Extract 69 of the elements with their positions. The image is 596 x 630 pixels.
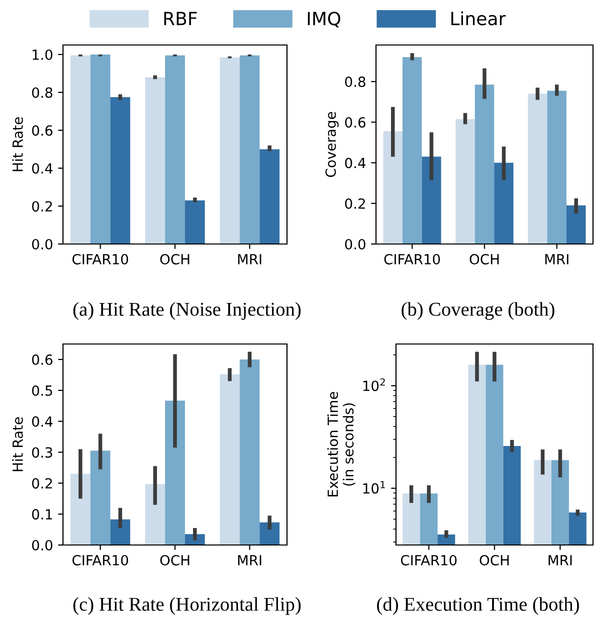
- y-axis-title: Hit Rate: [12, 417, 23, 472]
- x-tick-label: OCH: [470, 254, 499, 264]
- y-axis-title: Hit Rate: [12, 117, 23, 172]
- bar: [547, 90, 566, 244]
- y-axis-title: Execution Time (in seconds): [327, 392, 356, 496]
- bar: [240, 55, 260, 244]
- bar: [220, 374, 240, 545]
- bar: [165, 400, 185, 545]
- bar: [566, 205, 586, 244]
- bar: [110, 519, 130, 545]
- text: (c) Hit Rate (Horizontal Flip): [73, 597, 301, 615]
- legend-label: IMQ: [308, 12, 340, 28]
- bar: [184, 200, 205, 244]
- bar: [145, 77, 166, 244]
- bar: [422, 156, 442, 244]
- x-tick-label: MRI: [548, 555, 572, 566]
- bar: [494, 162, 514, 244]
- y-tick-label: 0.0: [32, 540, 52, 550]
- y-tick-label: 0.8: [345, 76, 366, 88]
- bar: [70, 55, 90, 244]
- y-tick-label: 0.2: [32, 201, 52, 212]
- bar: [383, 131, 403, 244]
- text: (d) Execution Time (both): [377, 597, 579, 615]
- x-tick-label: CIFAR10: [400, 554, 457, 566]
- text: (b) Coverage (both): [402, 302, 554, 320]
- y-tick-label: 0.6: [345, 117, 366, 128]
- y-tick-label: 0.4: [32, 416, 52, 427]
- legend-label: Linear: [451, 11, 506, 26]
- x-tick-label: OCH: [480, 554, 509, 566]
- bar: [70, 474, 90, 545]
- x-tick-label: CIFAR10: [72, 554, 128, 566]
- text: (a) Hit Rate (Noise Injection): [73, 302, 301, 320]
- x-tick-label: MRI: [238, 555, 262, 566]
- bar: [145, 484, 166, 545]
- x-tick-label: OCH: [160, 254, 190, 264]
- x-tick-label: OCH: [160, 554, 190, 566]
- legend-label: RBF: [164, 12, 197, 26]
- y-tick-label: 0.6: [32, 125, 52, 136]
- x-tick-label: MRI: [238, 254, 262, 264]
- y-tick-label: 0.4: [32, 163, 52, 174]
- x-tick-label: MRI: [545, 254, 568, 264]
- y-tick-label: 0.2: [32, 478, 52, 489]
- bar: [474, 84, 494, 244]
- bar: [90, 54, 110, 244]
- y-tick-label: 1.0: [32, 49, 52, 60]
- y-tick-label: 0.8: [32, 87, 52, 98]
- y-tick-label: 0.2: [345, 198, 365, 209]
- y-tick-label: 0.6: [32, 354, 52, 365]
- bar: [240, 359, 260, 545]
- y-tick-label: 0.0: [345, 238, 366, 250]
- y-tick-label: 0.3: [32, 447, 52, 458]
- bar: [528, 94, 548, 244]
- x-tick-label: CIFAR10: [72, 254, 128, 264]
- y-tick-label: 10$^{1}$: [363, 481, 385, 494]
- y-tick-label: 0.0: [32, 238, 52, 250]
- y-tick-label: 0.5: [32, 385, 52, 396]
- bar: [165, 55, 185, 244]
- y-tick-label: 0.4: [345, 158, 366, 168]
- bar: [260, 522, 280, 545]
- y-tick-label: 0.1: [32, 509, 52, 520]
- bar: [90, 450, 110, 545]
- y-axis-title: Coverage: [325, 112, 339, 177]
- bar: [456, 119, 475, 244]
- y-tick-label: 10$^{2}$: [363, 378, 385, 392]
- bar: [220, 57, 240, 244]
- x-tick-label: CIFAR10: [384, 254, 440, 264]
- bar: [402, 57, 422, 244]
- bar: [260, 149, 280, 244]
- bar: [110, 97, 130, 244]
